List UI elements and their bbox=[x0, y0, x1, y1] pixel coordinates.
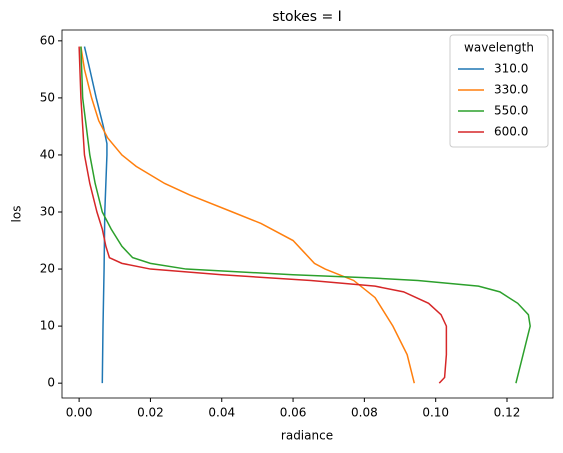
line bbox=[78, 46, 448, 384]
x-axis-label: radiance bbox=[281, 429, 333, 443]
legend-label: 310.0 bbox=[494, 62, 528, 76]
y-tick-label: 10 bbox=[40, 319, 55, 333]
line bbox=[80, 46, 416, 384]
y-axis-label: los bbox=[10, 206, 24, 223]
plot-frame bbox=[61, 29, 554, 399]
legend-box bbox=[449, 34, 549, 148]
y-tick-label: 20 bbox=[40, 262, 55, 276]
line bbox=[83, 46, 108, 384]
y-tick-label: 40 bbox=[40, 147, 55, 161]
legend-label: 550.0 bbox=[494, 104, 528, 118]
x-tick-label: 0.00 bbox=[66, 406, 93, 420]
x-tick-label: 0.12 bbox=[494, 406, 521, 420]
legend-label: 330.0 bbox=[494, 83, 528, 97]
line bbox=[80, 46, 531, 384]
legend-label: 600.0 bbox=[494, 125, 528, 139]
y-tick-label: 0 bbox=[47, 376, 55, 390]
y-tick-label: 60 bbox=[40, 33, 55, 47]
x-tick-label: 0.04 bbox=[208, 406, 235, 420]
x-tick-label: 0.06 bbox=[280, 406, 307, 420]
x-tick-label: 0.10 bbox=[422, 406, 449, 420]
chart-title: stokes = I bbox=[272, 9, 342, 25]
y-tick-label: 50 bbox=[40, 90, 55, 104]
y-tick-label: 30 bbox=[40, 205, 55, 219]
x-tick-label: 0.02 bbox=[137, 406, 164, 420]
legend-title: wavelength bbox=[464, 41, 534, 55]
x-tick-label: 0.08 bbox=[351, 406, 378, 420]
